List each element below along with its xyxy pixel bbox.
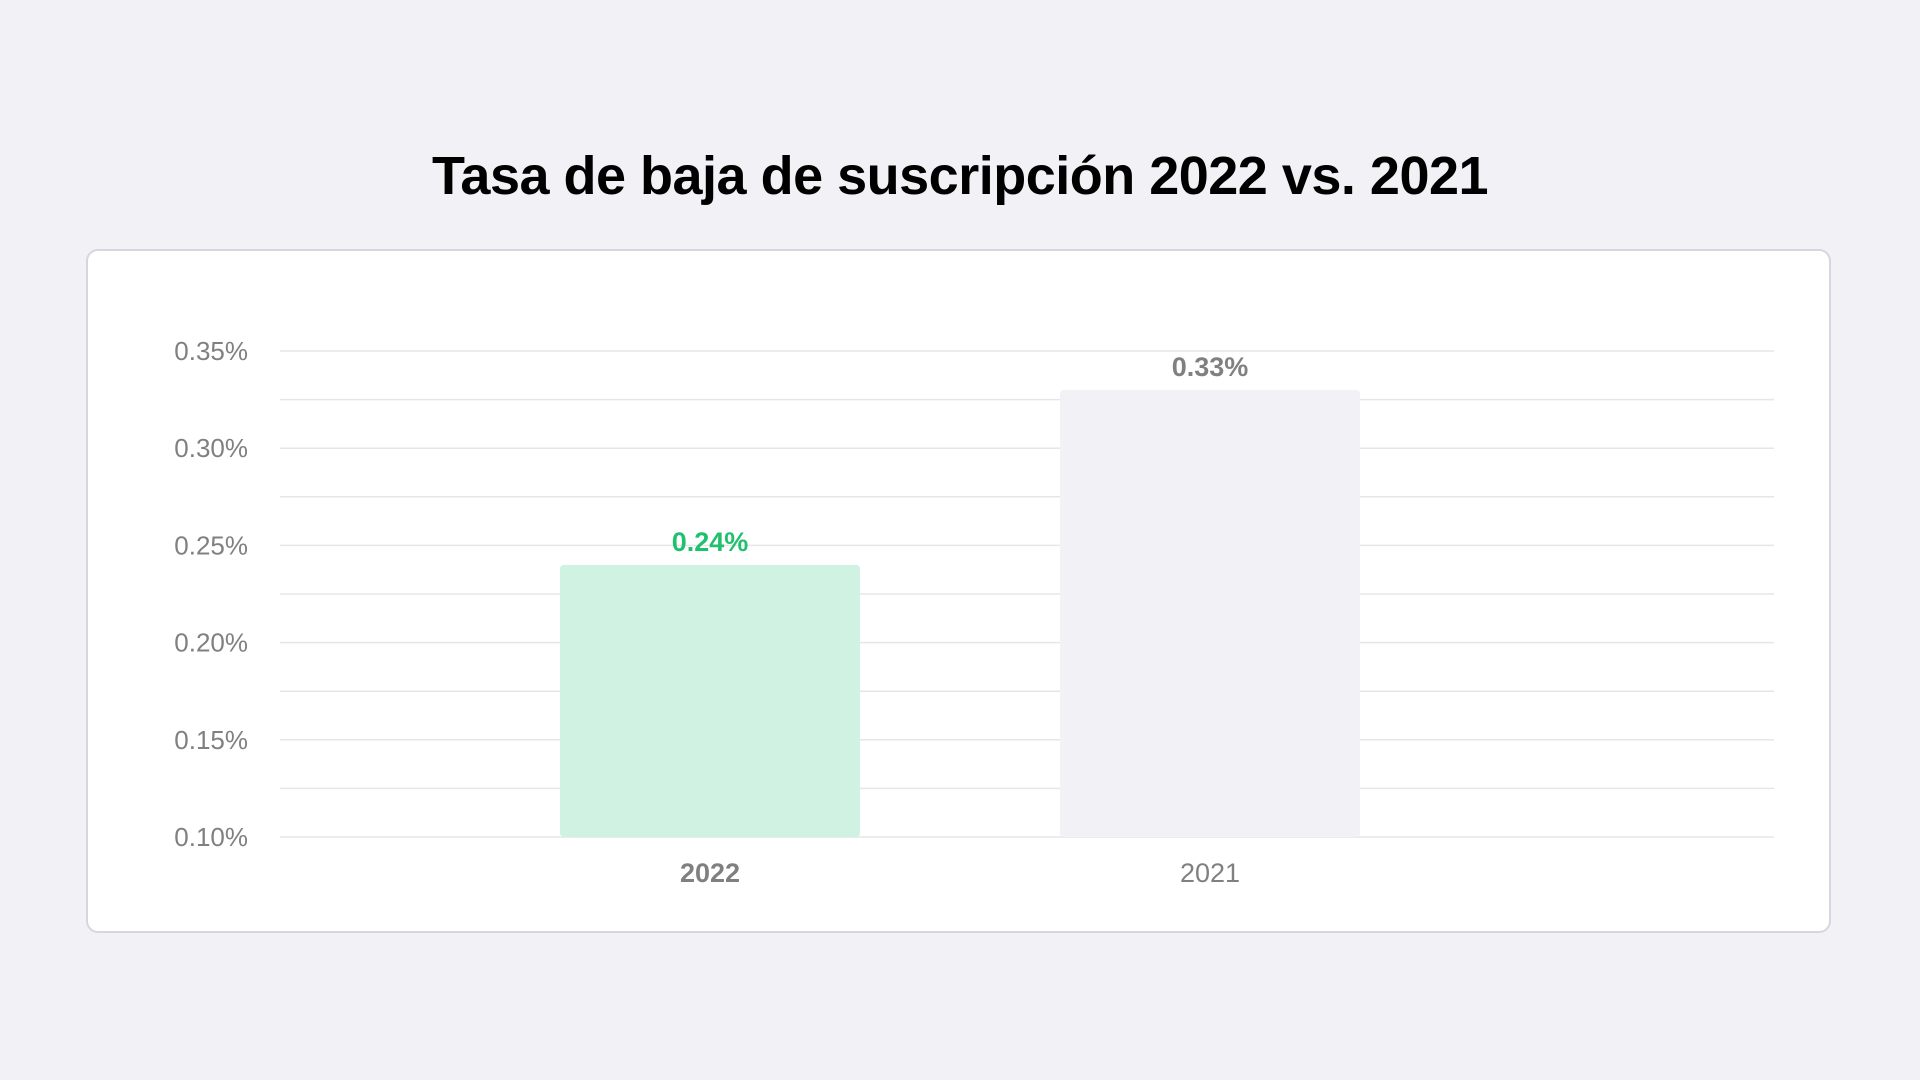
y-tick-label: 0.10% [174, 822, 248, 852]
y-axis-ticks: 0.10% 0.15% 0.20% 0.25% 0.30% 0.35% [174, 336, 248, 852]
value-label-2021: 0.33% [1172, 352, 1249, 382]
x-tick-label-2022: 2022 [680, 858, 740, 888]
bar-2021 [1060, 389, 1360, 837]
y-tick-label: 0.30% [174, 433, 248, 463]
chart-title: Tasa de baja de suscripción 2022 vs. 202… [431, 146, 1489, 206]
x-axis-labels: 2022 2021 [680, 858, 1240, 888]
y-tick-label: 0.20% [174, 628, 248, 658]
value-label-2022: 0.24% [672, 527, 749, 557]
y-tick-label: 0.15% [174, 725, 248, 755]
x-tick-label-2021: 2021 [1180, 858, 1240, 888]
bars [560, 389, 1360, 837]
value-labels: 0.24% 0.33% [672, 352, 1249, 557]
grid-lines [280, 350, 1774, 838]
bar-chart: 0.10% 0.15% 0.20% 0.25% 0.30% 0.35% 0.24% 0.33… [174, 336, 1774, 888]
bar-2022 [560, 564, 860, 837]
y-tick-label: 0.25% [174, 530, 248, 560]
y-tick-label: 0.35% [174, 336, 248, 366]
chart-card: 0.10% 0.15% 0.20% 0.25% 0.30% 0.35% 0.24% 0.33… [86, 249, 1831, 933]
